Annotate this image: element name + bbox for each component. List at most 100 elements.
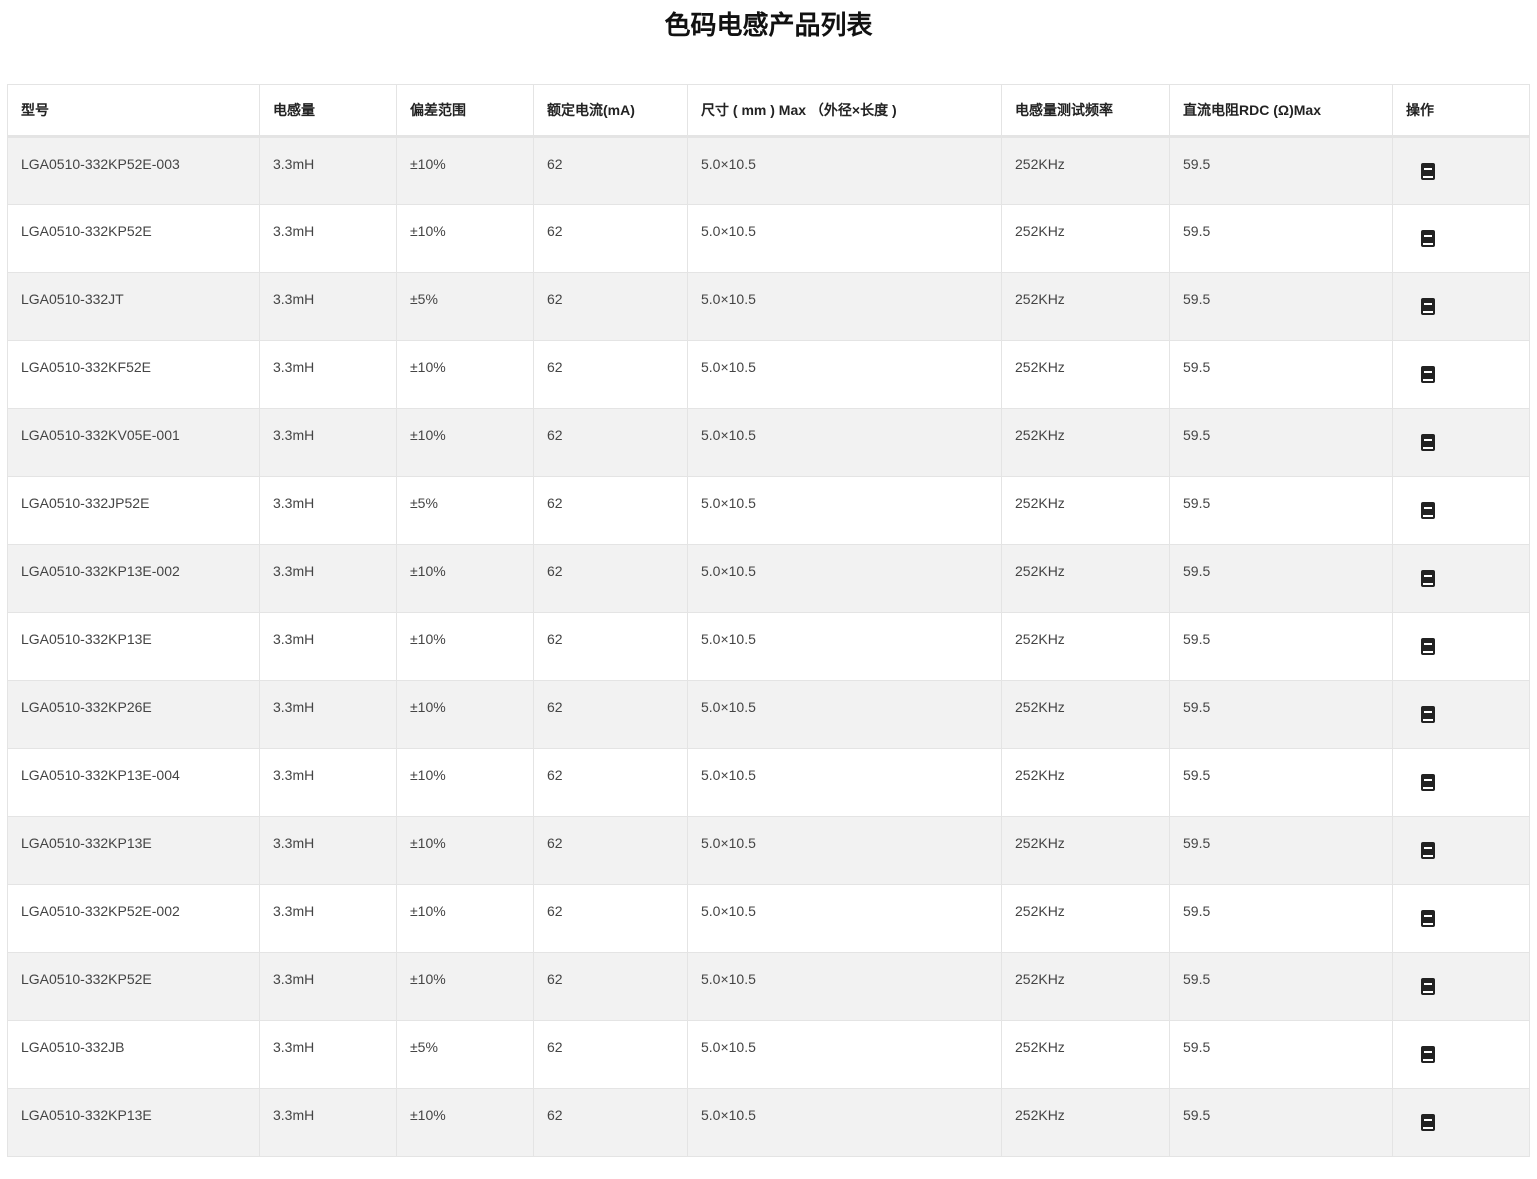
column-header: 电感量测试频率 [1001, 84, 1170, 138]
action-cell [1392, 884, 1530, 953]
table-cell: 252KHz [1001, 1088, 1170, 1157]
table-cell: 252KHz [1001, 680, 1170, 749]
book-icon[interactable] [1421, 502, 1435, 519]
column-header: 偏差范围 [396, 84, 534, 138]
book-icon[interactable] [1421, 774, 1435, 791]
book-icon[interactable] [1421, 638, 1435, 655]
book-icon[interactable] [1421, 842, 1435, 859]
table-cell: 3.3mH [259, 884, 397, 953]
table-cell: 59.5 [1169, 544, 1393, 613]
table-cell: 252KHz [1001, 408, 1170, 477]
book-icon[interactable] [1421, 298, 1435, 315]
table-cell: ±10% [396, 544, 534, 613]
table-cell: 59.5 [1169, 272, 1393, 341]
table-cell: LGA0510-332KP13E [7, 612, 260, 681]
table-cell: 62 [533, 544, 688, 613]
table-cell: 252KHz [1001, 476, 1170, 545]
table-cell: 5.0×10.5 [687, 612, 1002, 681]
action-cell [1392, 816, 1530, 885]
table-cell: ±5% [396, 272, 534, 341]
table-cell: 5.0×10.5 [687, 204, 1002, 273]
table-cell: 3.3mH [259, 408, 397, 477]
table-cell: 5.0×10.5 [687, 1088, 1002, 1157]
action-cell [1392, 544, 1530, 613]
table-cell: 62 [533, 136, 688, 205]
table-cell: ±10% [396, 884, 534, 953]
table-row: LGA0510-332KP13E 3.3mH ±10% 62 5.0×10.5 252KH… [7, 816, 1530, 885]
action-cell [1392, 952, 1530, 1021]
table-cell: 3.3mH [259, 612, 397, 681]
table-row: LGA0510-332JT 3.3mH ±5% 62 5.0×10.5 252KHz 59.… [7, 272, 1530, 341]
table-cell: 5.0×10.5 [687, 680, 1002, 749]
table-cell: LGA0510-332KV05E-001 [7, 408, 260, 477]
book-icon[interactable] [1421, 434, 1435, 451]
table-cell: ±10% [396, 1088, 534, 1157]
table-cell: 252KHz [1001, 204, 1170, 273]
table-cell: LGA0510-332KP13E [7, 1088, 260, 1157]
table-cell: 3.3mH [259, 272, 397, 341]
table-header: 型号 电感量 偏差范围 额定电流(mA) 尺寸 ( mm ) Max （外径×长度 ) 电… [7, 84, 1530, 138]
table-cell: 59.5 [1169, 204, 1393, 273]
table-cell: 3.3mH [259, 816, 397, 885]
table-cell: 252KHz [1001, 340, 1170, 409]
action-cell [1392, 476, 1530, 545]
table-cell: 5.0×10.5 [687, 1020, 1002, 1089]
table-cell: 62 [533, 680, 688, 749]
action-cell [1392, 680, 1530, 749]
table-cell: LGA0510-332KF52E [7, 340, 260, 409]
book-icon[interactable] [1421, 1046, 1435, 1063]
table-cell: LGA0510-332KP52E-003 [7, 136, 260, 205]
table-cell: LGA0510-332JB [7, 1020, 260, 1089]
table-row: LGA0510-332KP13E-004 3.3mH ±10% 62 5.0×10.5 2… [7, 748, 1530, 817]
action-cell [1392, 612, 1530, 681]
book-icon[interactable] [1421, 978, 1435, 995]
table-row: LGA0510-332KP52E-002 3.3mH ±10% 62 5.0×10.5 2… [7, 884, 1530, 953]
table-cell: 59.5 [1169, 1020, 1393, 1089]
table-cell: 62 [533, 612, 688, 681]
book-icon[interactable] [1421, 1114, 1435, 1131]
table-cell: 5.0×10.5 [687, 816, 1002, 885]
book-icon[interactable] [1421, 230, 1435, 247]
table-cell: 3.3mH [259, 1020, 397, 1089]
table-cell: LGA0510-332KP13E [7, 816, 260, 885]
table-cell: 5.0×10.5 [687, 272, 1002, 341]
table-cell: LGA0510-332KP52E [7, 204, 260, 273]
book-icon[interactable] [1421, 366, 1435, 383]
table-row: LGA0510-332KV05E-001 3.3mH ±10% 62 5.0×10.5 2… [7, 408, 1530, 477]
table-cell: LGA0510-332JP52E [7, 476, 260, 545]
table-cell: 62 [533, 204, 688, 273]
table-cell: ±10% [396, 204, 534, 273]
table-cell: 62 [533, 748, 688, 817]
table-cell: ±10% [396, 340, 534, 409]
action-cell [1392, 1088, 1530, 1157]
table-cell: 62 [533, 1088, 688, 1157]
table-cell: 252KHz [1001, 952, 1170, 1021]
table-cell: 3.3mH [259, 748, 397, 817]
table-cell: ±5% [396, 476, 534, 545]
table-cell: 59.5 [1169, 1088, 1393, 1157]
table-cell: 62 [533, 476, 688, 545]
table-cell: 252KHz [1001, 272, 1170, 341]
book-icon[interactable] [1421, 163, 1435, 180]
column-header: 电感量 [259, 84, 397, 138]
table-cell: 59.5 [1169, 612, 1393, 681]
table-row: LGA0510-332KP52E 3.3mH ±10% 62 5.0×10.5 252KH… [7, 204, 1530, 273]
table-cell: 5.0×10.5 [687, 476, 1002, 545]
table-cell: 59.5 [1169, 408, 1393, 477]
table-cell: 252KHz [1001, 136, 1170, 205]
book-icon[interactable] [1421, 570, 1435, 587]
table-cell: 62 [533, 952, 688, 1021]
table-cell: 62 [533, 340, 688, 409]
table-cell: 62 [533, 272, 688, 341]
action-cell [1392, 748, 1530, 817]
book-icon[interactable] [1421, 706, 1435, 723]
table-cell: 59.5 [1169, 136, 1393, 205]
table-cell: 5.0×10.5 [687, 136, 1002, 205]
table-cell: ±10% [396, 136, 534, 205]
table-cell: ±5% [396, 1020, 534, 1089]
table-row: LGA0510-332KP52E 3.3mH ±10% 62 5.0×10.5 252KH… [7, 952, 1530, 1021]
table-cell: 59.5 [1169, 884, 1393, 953]
book-icon[interactable] [1421, 910, 1435, 927]
table-cell: 59.5 [1169, 340, 1393, 409]
table-row: LGA0510-332KP13E 3.3mH ±10% 62 5.0×10.5 252KH… [7, 612, 1530, 681]
